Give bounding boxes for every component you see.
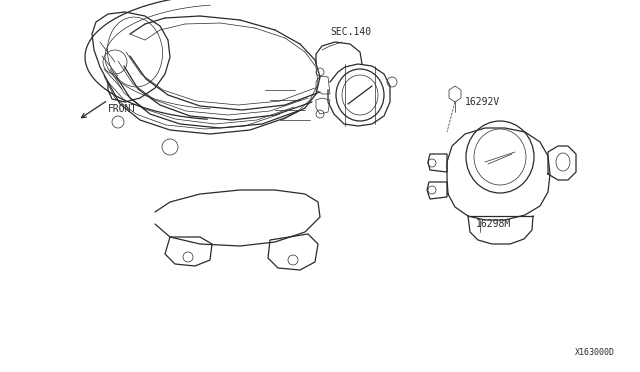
Text: 16292V: 16292V [465,97,500,107]
Text: FRONT: FRONT [108,104,138,114]
Text: X163000D: X163000D [575,348,615,357]
Text: 16298M: 16298M [476,219,511,229]
Text: SEC.140: SEC.140 [330,27,371,37]
